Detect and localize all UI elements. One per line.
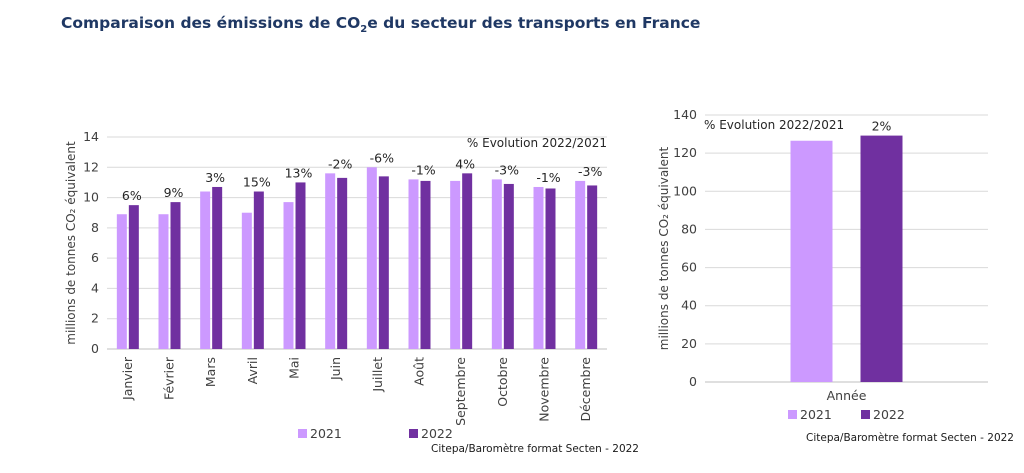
y-tick-label: 20	[681, 336, 697, 351]
data-label: 15%	[243, 175, 271, 190]
bar-2022-mai	[295, 182, 306, 349]
data-label: 9%	[164, 185, 184, 200]
legend-label-2021: 2021	[800, 407, 832, 422]
data-label: -3%	[578, 164, 602, 179]
bar-2022-février	[170, 202, 181, 349]
y-tick-label: 0	[91, 341, 99, 356]
y-tick-label: 12	[83, 159, 99, 174]
x-tick-label: Mai	[287, 357, 302, 379]
x-tick-label: Année	[827, 388, 867, 403]
bar-2022-année	[860, 135, 903, 382]
bar-2021-janvier	[116, 214, 127, 349]
legend-label-2022: 2022	[421, 426, 453, 441]
bar-2021-juillet	[366, 167, 377, 349]
bar-2022-novembre	[545, 188, 556, 349]
legend-label-2022: 2022	[873, 407, 905, 422]
bar-2021-août	[408, 179, 419, 349]
bar-2021-novembre	[533, 186, 544, 349]
source-note-monthly: Citepa/Baromètre format Secten - 2022	[431, 443, 639, 455]
y-tick-label: 80	[681, 221, 697, 236]
x-tick-label: Octobre	[495, 357, 510, 407]
x-tick-label: Février	[162, 356, 177, 400]
y-tick-label: 60	[681, 260, 697, 275]
bar-2021-décembre	[575, 180, 586, 349]
bar-2022-juillet	[378, 176, 389, 349]
data-label: -6%	[370, 150, 394, 165]
bar-2021-septembre	[450, 180, 461, 349]
x-tick-label: Juin	[328, 357, 343, 381]
legend-swatch-2021	[298, 429, 307, 438]
evolution-annotation: % Evolution 2022/2021	[704, 118, 844, 132]
bar-2022-janvier	[128, 205, 139, 349]
bar-2022-décembre	[587, 185, 598, 349]
data-label: 4%	[455, 156, 475, 171]
bar-2022-octobre	[503, 183, 514, 349]
x-tick-label: Décembre	[578, 357, 593, 422]
x-tick-label: Août	[412, 357, 427, 386]
data-label: -1%	[536, 170, 560, 185]
y-axis-label: millions de tonnes CO₂ équivalent	[657, 146, 671, 350]
evolution-annotation: % Evolution 2022/2021	[467, 136, 607, 150]
bar-2022-mars	[212, 186, 223, 349]
bar-2021-octobre	[491, 179, 502, 349]
x-tick-label: Avril	[245, 357, 260, 384]
y-tick-label: 2	[91, 311, 99, 326]
data-label: 3%	[205, 170, 225, 185]
x-tick-label: Mars	[203, 357, 218, 387]
bar-2021-année	[790, 140, 833, 382]
bar-2021-février	[158, 214, 169, 349]
bar-2021-mai	[283, 202, 294, 349]
source-note-annual: Citepa/Baromètre format Secten - 2022	[806, 432, 1014, 444]
bar-2021-juin	[325, 173, 336, 349]
bar-2021-mars	[200, 191, 211, 349]
x-tick-label: Novembre	[537, 357, 552, 422]
bar-2022-septembre	[462, 173, 473, 349]
y-tick-label: 14	[83, 129, 99, 144]
y-tick-label: 4	[91, 280, 99, 295]
page-title: Comparaison des émissions de CO2e du sec…	[61, 14, 701, 36]
y-tick-label: 6	[91, 250, 99, 265]
legend-swatch-2022	[409, 429, 418, 438]
y-tick-label: 40	[681, 298, 697, 313]
y-tick-label: 0	[689, 374, 697, 389]
y-tick-label: 140	[673, 107, 697, 122]
y-axis-label: millions de tonnes CO₂ équivalent	[64, 141, 78, 345]
data-label: -3%	[495, 162, 519, 177]
y-tick-label: 100	[673, 183, 697, 198]
data-label: -1%	[411, 162, 435, 177]
bar-2021-avril	[241, 212, 252, 349]
data-label: 2%	[872, 119, 892, 134]
data-label: 13%	[285, 165, 313, 180]
bar-2022-août	[420, 180, 431, 349]
legend-swatch-2022	[861, 410, 870, 419]
legend-label-2021: 2021	[310, 426, 342, 441]
bar-2022-avril	[253, 191, 264, 349]
y-tick-label: 120	[673, 145, 697, 160]
x-tick-label: Juillet	[370, 357, 385, 393]
legend-swatch-2021	[788, 410, 797, 419]
x-tick-label: Janvier	[120, 356, 135, 401]
data-label: -2%	[328, 156, 352, 171]
y-tick-label: 8	[91, 220, 99, 235]
data-label: 6%	[122, 188, 142, 203]
y-tick-label: 10	[83, 190, 99, 205]
bar-2022-juin	[337, 177, 348, 349]
x-tick-label: Septembre	[453, 357, 468, 426]
